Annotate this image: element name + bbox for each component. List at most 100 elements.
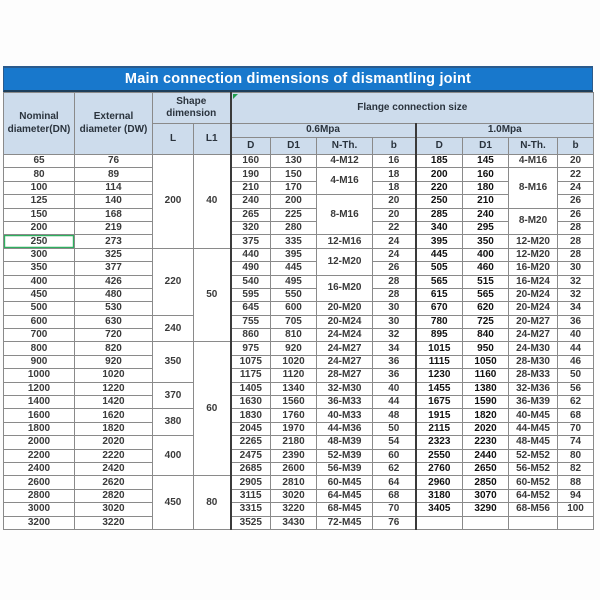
cell-p10-D: 895 (414, 328, 464, 343)
cell-p06-N-Th: 4-M16 (316, 167, 374, 196)
cell-p10-D: 1675 (414, 395, 464, 410)
cell-p06-D1: 705 (270, 314, 318, 330)
cell-external-diameter-dw: 920 (74, 354, 153, 370)
cell-p06-D1: 810 (270, 328, 318, 343)
cell-nominal-diameter-dn: 600 (3, 314, 75, 330)
cell-p06-D: 265 (229, 207, 272, 222)
cell-p06-b: 18 (372, 180, 417, 196)
cell-external-diameter-dw: 325 (74, 247, 153, 263)
cell-p06-b: 20 (372, 194, 417, 209)
cell-p06-D: 490 (229, 261, 272, 276)
cell-p10-D1: 210 (462, 194, 510, 209)
cell-p06-D: 3525 (229, 515, 272, 530)
cell-p10-D: 445 (414, 247, 464, 263)
cell-p10-D: 505 (414, 261, 464, 276)
cell-p06-D1: 2390 (270, 448, 318, 463)
cell-p06-b: 28 (372, 274, 417, 289)
cell-shape-L: 240 (152, 314, 194, 343)
header-10-D1: D1 (462, 137, 510, 155)
table-row: 600 630 240 755 705 20-M24 30 780 725 20-M27 36 (3, 314, 595, 343)
header-shape-dimension: Shape dimension (151, 92, 232, 124)
cell-p06-D1: 335 (270, 234, 318, 249)
cell-p06-b: 24 (372, 247, 417, 263)
table-row: 3200 3220 3525 3430 72-M45 76 (3, 515, 595, 530)
cell-p10-D: 1015 (414, 341, 464, 356)
cell-p06-N-Th: 12-M20 (316, 247, 374, 276)
cell-p10-b: 32 (557, 287, 595, 303)
cell-p10-D1: 620 (462, 301, 510, 316)
cell-p10-D: 2960 (414, 475, 464, 490)
cell-p06-b: 18 (372, 167, 417, 182)
cell-p06-D: 2045 (229, 421, 272, 437)
cell-p10-N-Th: 28-M33 (508, 368, 559, 383)
cell-p10-N-Th: 4-M16 (508, 153, 559, 169)
cell-nominal-diameter-dn: 700 (3, 328, 75, 343)
header-10-D: D (414, 137, 464, 155)
cell-p10-D1: 160 (462, 167, 510, 182)
header-10-NTh: N-Th. (508, 137, 559, 155)
table-header: Nominal diameter(DN) External diameter (… (3, 92, 595, 155)
cell-p10-b: 62 (557, 395, 595, 410)
cell-external-diameter-dw: 3020 (74, 502, 153, 517)
cell-p10-D: 565 (414, 274, 464, 289)
cell-p10-D: 3405 (414, 502, 464, 517)
cell-nominal-diameter-dn: 250 (3, 234, 75, 249)
cell-p10-b: 68 (557, 408, 595, 423)
cell-p10-b: 28 (557, 220, 595, 236)
cell-nominal-diameter-dn: 800 (3, 341, 75, 356)
cell-p06-D: 3115 (229, 488, 272, 504)
cell-p10-N-Th: 52-M52 (508, 448, 559, 463)
cell-p10-D1: 295 (462, 220, 510, 236)
cell-p06-D1: 1020 (270, 354, 318, 370)
cell-p06-D: 190 (229, 167, 272, 182)
cell-p06-D1: 495 (270, 274, 318, 289)
cell-p06-D: 1630 (229, 395, 272, 410)
cell-p10-D: 2323 (414, 435, 464, 450)
cell-p10-b: 28 (557, 234, 595, 249)
cell-nominal-diameter-dn: 450 (3, 287, 75, 303)
cell-p06-D1: 600 (270, 301, 318, 316)
table-row: 900 920 1075 1020 24-M27 36 1115 1050 28-M30 46 (3, 354, 595, 370)
table-row: 125 140 240 200 8-M16 20 250 210 26 (3, 194, 595, 236)
cell-external-diameter-dw: 3220 (74, 515, 153, 530)
cell-p06-b: 40 (372, 381, 417, 397)
cell-p06-D1: 445 (270, 261, 318, 276)
cell-p06-D: 540 (229, 274, 272, 289)
cell-p10-N-Th: 16-M24 (508, 274, 559, 289)
cell-shape-L: 450 (152, 475, 194, 530)
cell-p06-D: 2905 (229, 475, 272, 490)
cell-p10-N-Th: 12-M20 (508, 234, 559, 249)
cell-p06-b: 26 (372, 261, 417, 276)
cell-p10-D1: 180 (462, 180, 510, 196)
cell-p06-D1: 1970 (270, 421, 318, 437)
cell-shape-L: 400 (152, 435, 194, 477)
cell-p06-N-Th: 56-M39 (316, 461, 374, 477)
cell-p10-N-Th: 8-M16 (508, 167, 559, 209)
cell-p10-b: 82 (557, 461, 595, 477)
cell-p10-D: 2760 (414, 461, 464, 477)
cell-p10-D1: 2440 (462, 448, 510, 463)
cell-p10-D: 220 (414, 180, 464, 196)
cell-nominal-diameter-dn: 200 (3, 220, 75, 236)
cell-external-diameter-dw: 530 (74, 301, 153, 316)
cell-p06-D: 1175 (229, 368, 272, 383)
cell-p06-D: 1830 (229, 408, 272, 423)
cell-p10-D (414, 515, 464, 530)
table-row: 300 325 220 50 440 395 12-M20 24 445 400 12-M20 28 (3, 247, 595, 343)
cell-external-diameter-dw: 140 (74, 194, 153, 209)
cell-p10-b: 26 (557, 194, 595, 209)
cell-external-diameter-dw: 2620 (74, 475, 153, 490)
cell-p10-D1: 350 (462, 234, 510, 249)
cell-p10-D: 3180 (414, 488, 464, 504)
cell-nominal-diameter-dn: 2800 (3, 488, 75, 504)
cell-p06-N-Th: 52-M39 (316, 448, 374, 463)
cell-p06-b: 30 (372, 301, 417, 316)
cell-p10-b: 32 (557, 274, 595, 289)
table-row: 2800 2820 3115 3020 64-M45 68 3180 3070 64-M52 94 (3, 488, 595, 504)
header-10-b: b (557, 137, 595, 155)
cell-p06-N-Th: 64-M45 (316, 488, 374, 504)
cell-p06-N-Th: 72-M45 (316, 515, 374, 530)
header-06-D1: D1 (270, 137, 318, 155)
cell-p06-D1: 130 (270, 153, 318, 169)
cell-external-diameter-dw: 114 (74, 180, 153, 196)
